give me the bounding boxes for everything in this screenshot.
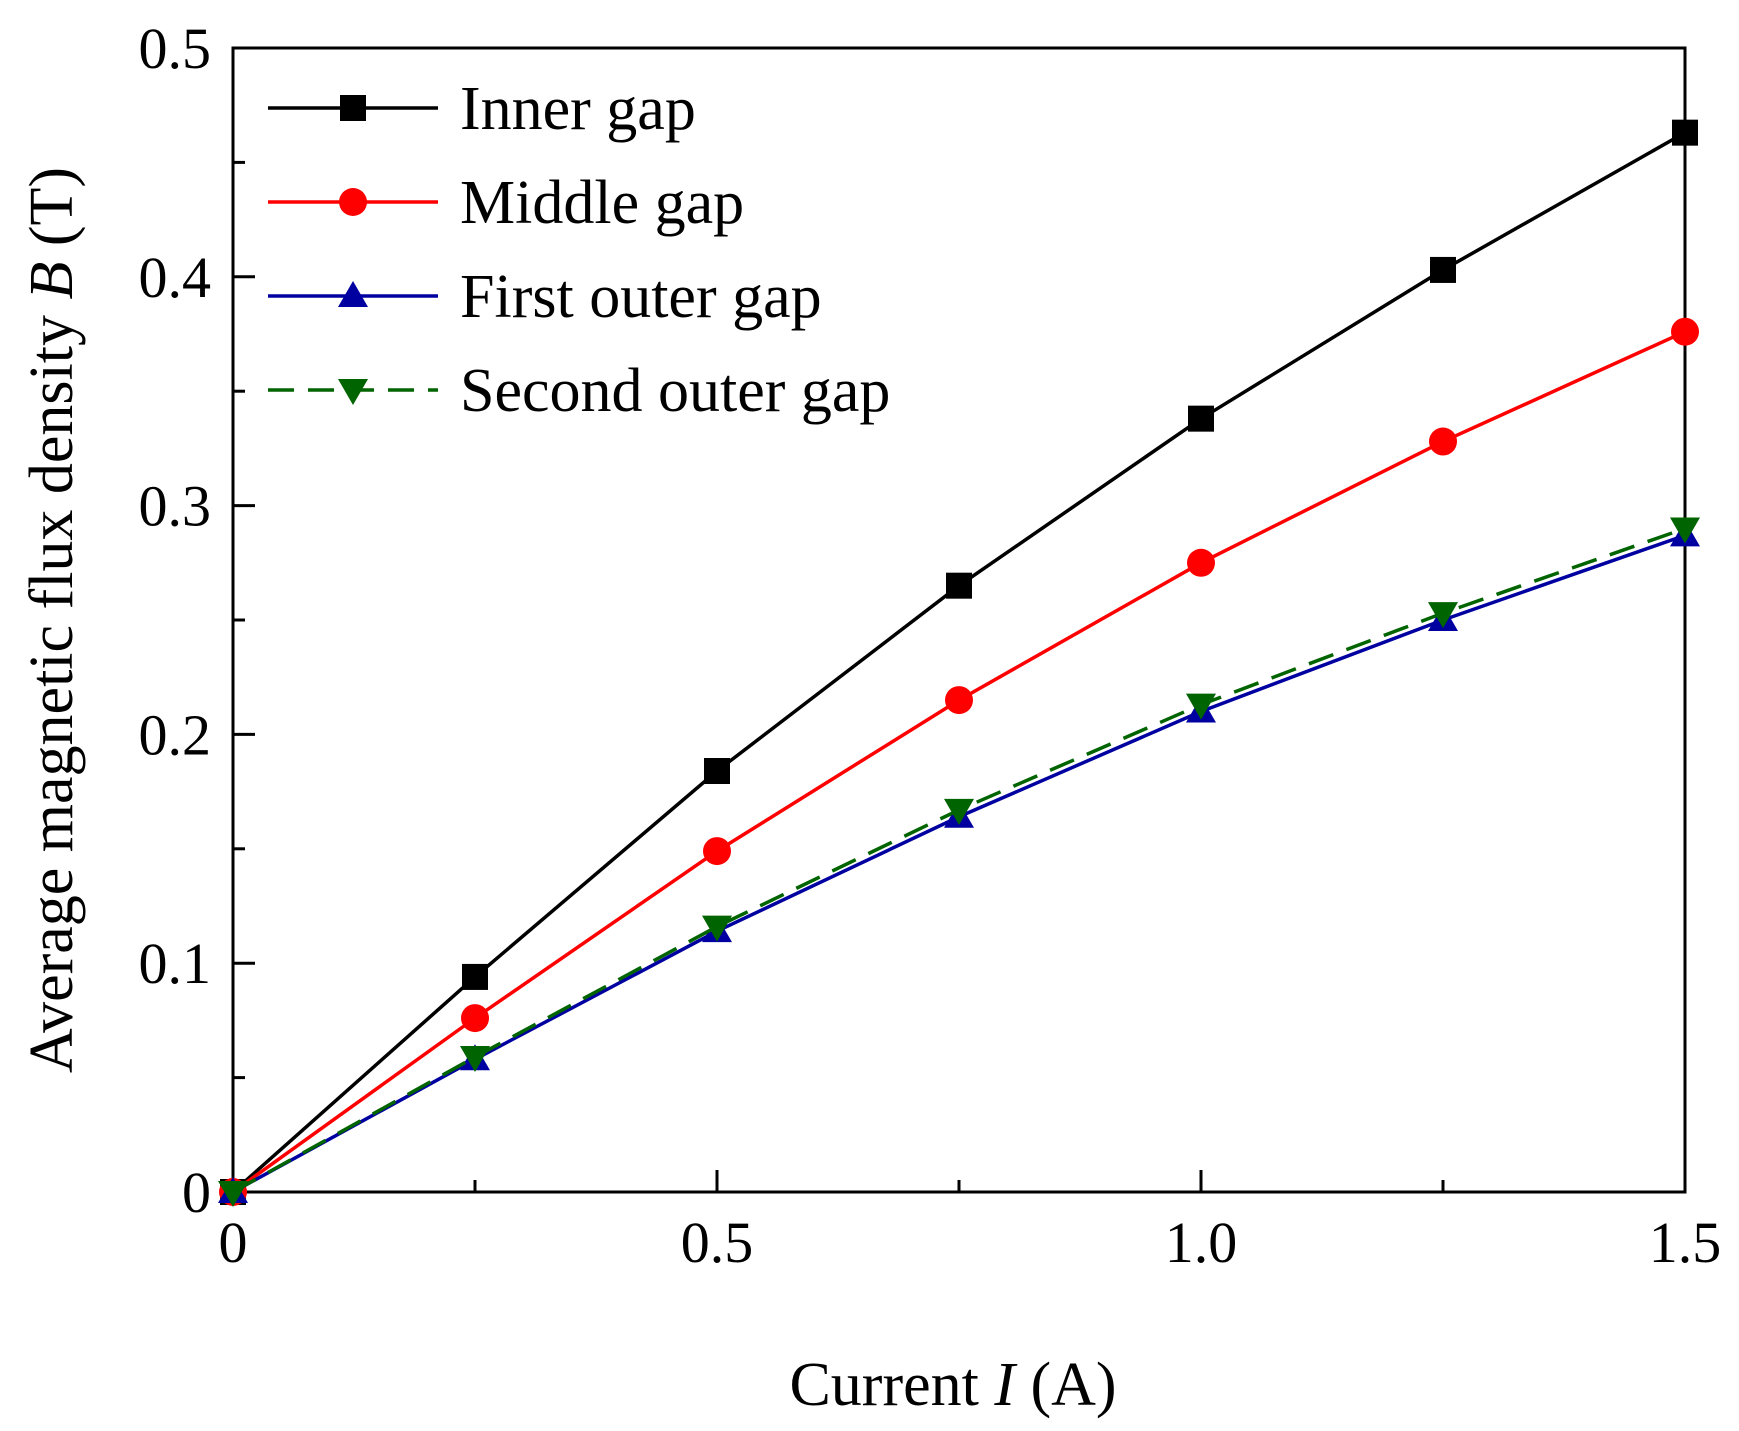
data-point bbox=[1428, 602, 1458, 629]
data-point bbox=[460, 1046, 490, 1073]
data-point bbox=[461, 1004, 489, 1033]
data-point bbox=[218, 1181, 248, 1207]
x-axis-title-suffix: (A) bbox=[1015, 1351, 1117, 1419]
data-point bbox=[946, 572, 972, 599]
data-point bbox=[1671, 317, 1699, 346]
series-3 bbox=[218, 517, 1700, 1207]
data-point bbox=[1188, 405, 1214, 432]
x-tick-label: 0 bbox=[219, 1210, 248, 1275]
data-point bbox=[945, 686, 973, 715]
y-axis-title-suffix: (T) bbox=[18, 167, 86, 262]
data-point bbox=[462, 963, 488, 990]
legend-marker bbox=[340, 95, 366, 121]
legend-entry: First outer gap bbox=[268, 263, 822, 331]
x-axis-title-prefix: Current bbox=[789, 1351, 994, 1419]
data-point bbox=[702, 915, 732, 942]
x-axis-title-var: I bbox=[993, 1351, 1018, 1419]
axes-layer: 0 0.5 1.0 1.5 0 0.1 0.2 0.3 0.4 0.5 bbox=[139, 16, 1722, 1275]
legend-entry: Middle gap bbox=[268, 169, 744, 237]
legend-label: Inner gap bbox=[460, 75, 696, 143]
legend: Inner gap Middle gap First outer gap Second… bbox=[268, 75, 890, 425]
series-line bbox=[231, 131, 1686, 1194]
legend-marker bbox=[338, 281, 368, 307]
data-point bbox=[1672, 119, 1698, 146]
data-point bbox=[1429, 427, 1457, 456]
data-point bbox=[1670, 517, 1700, 544]
y-axis-title: Average magnetic flux density B (T) bbox=[18, 167, 86, 1073]
x-tick-label: 0.5 bbox=[681, 1210, 754, 1275]
y-axis-title-prefix: Average magnetic flux density bbox=[18, 299, 86, 1073]
data-point bbox=[944, 798, 974, 825]
data-point bbox=[704, 758, 730, 785]
legend-entry: Inner gap bbox=[268, 75, 696, 143]
data-point bbox=[703, 837, 731, 866]
y-tick-label: 0 bbox=[182, 1160, 211, 1225]
y-tick-label: 0.5 bbox=[139, 16, 212, 81]
series-2 bbox=[218, 520, 1700, 1203]
y-axis-title-var: B bbox=[18, 262, 86, 300]
legend-label: First outer gap bbox=[460, 263, 822, 331]
data-point bbox=[1430, 256, 1456, 283]
legend-marker bbox=[338, 379, 368, 405]
y-tick-label: 0.3 bbox=[139, 474, 212, 539]
y-tick-label: 0.2 bbox=[139, 702, 212, 767]
x-tick-label: 1.0 bbox=[1165, 1210, 1238, 1275]
y-tick-label: 0.1 bbox=[139, 931, 212, 996]
series-line bbox=[232, 533, 1686, 1194]
x-axis-title: Current I (A) bbox=[789, 1351, 1116, 1419]
series-line bbox=[232, 526, 1686, 1194]
data-point bbox=[1187, 548, 1215, 577]
series-layer bbox=[218, 119, 1700, 1207]
data-point bbox=[1186, 693, 1216, 720]
x-tick-label: 1.5 bbox=[1649, 1210, 1722, 1275]
y-tick-label: 0.4 bbox=[139, 245, 212, 310]
legend-label: Second outer gap bbox=[460, 357, 890, 425]
plot-frame bbox=[231, 46, 1687, 1194]
series-line bbox=[231, 330, 1686, 1194]
series-1 bbox=[219, 317, 1699, 1206]
legend-entry: Second outer gap bbox=[268, 357, 890, 425]
legend-label: Middle gap bbox=[460, 169, 744, 237]
legend-marker bbox=[339, 188, 367, 216]
